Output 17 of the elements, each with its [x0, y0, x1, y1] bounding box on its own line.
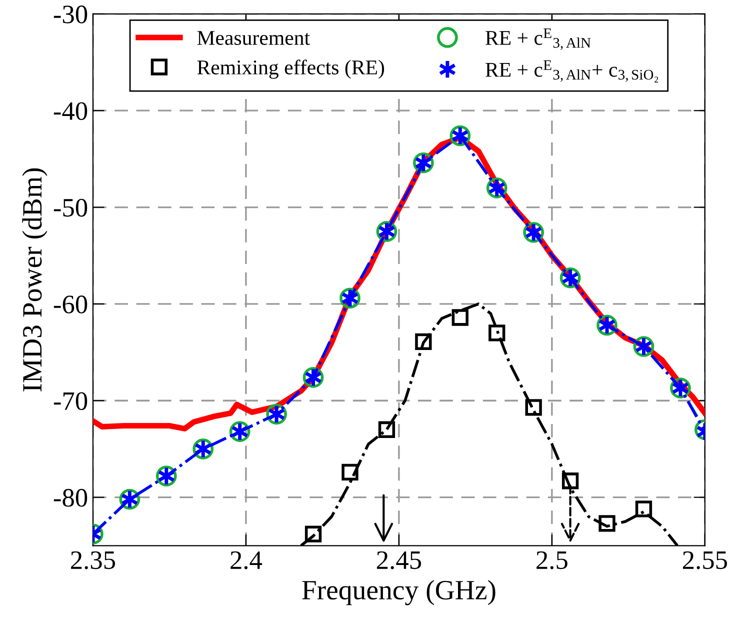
x-tick-label: 2.4 — [230, 551, 262, 570]
legend-label: RE + c$^{E}$$_{3,AlN}$+ c$_{3,SiO₂}$ — [486, 60, 658, 82]
y-tick-label: -60 — [54, 296, 88, 314]
legend-label: Measurement — [197, 31, 310, 45]
y-tick-label: -40 — [54, 102, 88, 120]
y-tick-label: -80 — [54, 488, 88, 507]
x-axis-title: Frequency (GHz) — [302, 580, 496, 606]
legend-label: RE + c$^{E}$$_{3,AlN}$ — [486, 28, 591, 50]
legend-label: Remixing effects (RE) — [197, 60, 384, 79]
y-tick-label: -50 — [54, 198, 88, 217]
x-tick-label: 2.45 — [377, 551, 421, 570]
y-axis-title: IMD3 Power (dBm) — [22, 168, 48, 392]
x-tick-label: 2.5 — [536, 551, 568, 570]
y-tick-label: -30 — [54, 6, 88, 24]
x-tick-label: 2.35 — [71, 551, 116, 570]
x-tick-label: 2.55 — [682, 551, 727, 570]
y-tick-label: -70 — [54, 392, 88, 410]
